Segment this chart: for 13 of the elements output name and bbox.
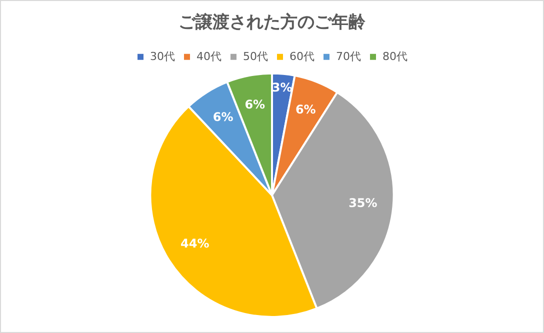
data-label: 44%: [180, 236, 210, 250]
legend-label: 60代: [290, 50, 314, 63]
data-label: 3%: [272, 80, 292, 95]
legend-label: 40代: [196, 50, 222, 63]
legend-label: 30代: [150, 50, 176, 63]
legend-label: 80代: [382, 50, 408, 63]
data-label: 6%: [244, 98, 266, 112]
chart-title: ご譲渡された方のご年齢: [178, 12, 366, 33]
legend-label: 70代: [336, 50, 361, 63]
data-label: 35%: [348, 196, 378, 210]
data-label: 6%: [295, 102, 316, 116]
data-label: 6%: [212, 110, 234, 124]
legend-label: 50代: [243, 50, 268, 63]
